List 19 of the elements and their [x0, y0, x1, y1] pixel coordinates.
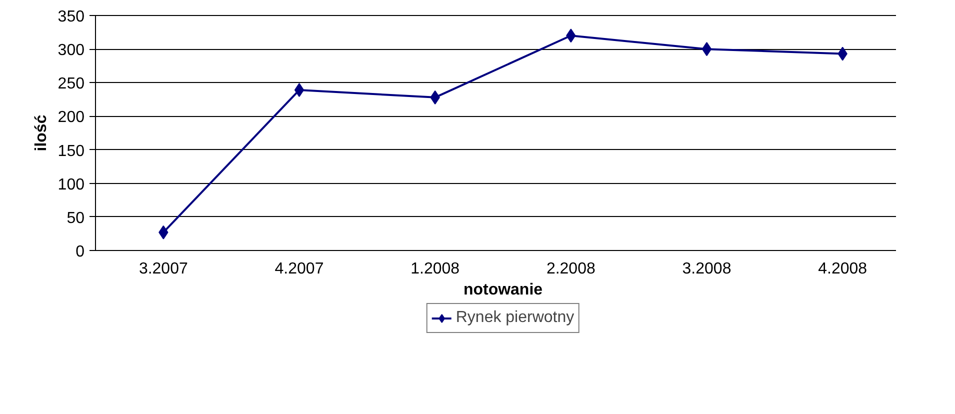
x-tick-label: 3.2007: [138, 260, 188, 278]
y-tick-label: 100: [58, 176, 85, 194]
y-tick-label: 0: [76, 244, 85, 260]
x-tick-label: 4.2008: [818, 260, 868, 278]
x-tick-label: 1.2008: [410, 260, 460, 278]
y-tick-label: 200: [58, 109, 85, 126]
y-tick-label: 150: [58, 142, 85, 160]
y-tick-label: 250: [58, 76, 85, 93]
y-axis-title: ilość: [32, 114, 50, 152]
x-tick-label: 4.2007: [274, 260, 324, 278]
x-tick-label: 3.2008: [682, 260, 732, 278]
y-tick-label: 300: [58, 42, 85, 60]
point: [294, 83, 304, 98]
x-axis-title: notowanie: [463, 282, 543, 298]
x-tick-label: 2.2008: [546, 260, 596, 278]
legend-label: Rynek pierwotny: [456, 309, 574, 327]
y-tick-label: 350: [58, 8, 85, 26]
y-tick-label: 50: [66, 210, 85, 227]
point: [702, 42, 712, 56]
